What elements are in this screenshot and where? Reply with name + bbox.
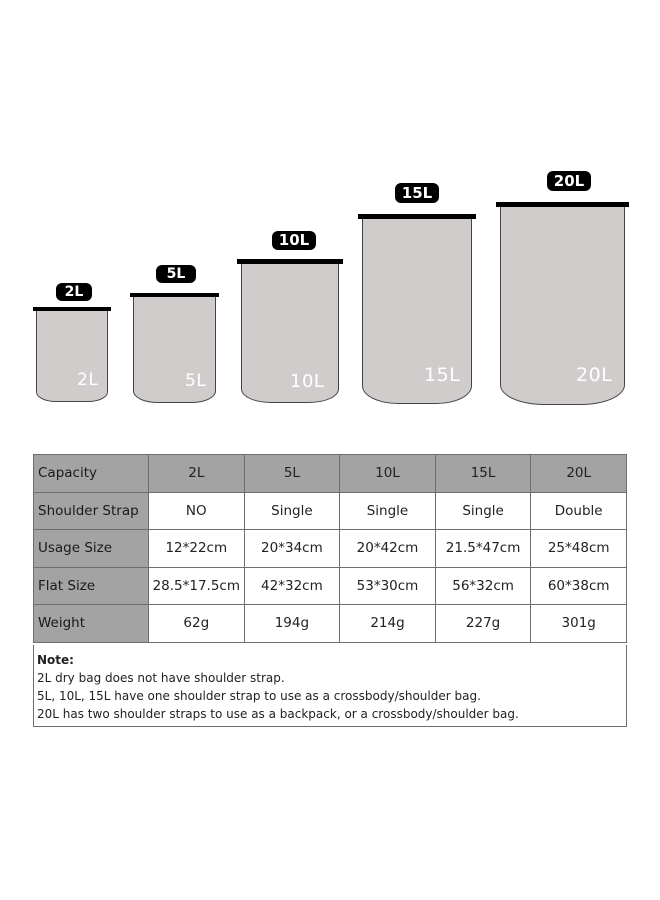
table-cell: 42*32cm bbox=[243, 566, 341, 605]
table-cell: 194g bbox=[243, 604, 341, 643]
bag-rim bbox=[33, 307, 111, 311]
note-box: Note: 2L dry bag does not have shoulder … bbox=[33, 645, 627, 727]
table-row: Flat Size 28.5*17.5cm 42*32cm 53*30cm 56… bbox=[33, 566, 627, 605]
table-cell: 62g bbox=[148, 604, 245, 643]
table-row: Shoulder Strap NO Single Single Single D… bbox=[33, 491, 627, 530]
header-20l: 20L bbox=[530, 454, 627, 493]
bag-body bbox=[36, 311, 108, 402]
table-cell: 25*48cm bbox=[530, 529, 627, 568]
header-2l: 2L bbox=[148, 454, 245, 493]
bag-volume-label: 2L bbox=[77, 370, 99, 390]
bag-rim bbox=[358, 214, 476, 219]
bag-body bbox=[362, 219, 472, 404]
row-label: Shoulder Strap bbox=[33, 491, 149, 530]
table-cell: 28.5*17.5cm bbox=[148, 566, 245, 605]
note-title: Note: bbox=[37, 653, 74, 667]
header-10l: 10L bbox=[339, 454, 436, 493]
bag-body bbox=[500, 207, 625, 405]
table-cell: Single bbox=[243, 491, 341, 530]
table-header-row: Capacity 2L 5L 10L 15L 20L bbox=[33, 454, 627, 493]
table-cell: 227g bbox=[434, 604, 532, 643]
table-cell: Single bbox=[339, 491, 436, 530]
bag-body bbox=[241, 264, 339, 403]
bag-rim bbox=[130, 293, 219, 297]
capacity-badge: 10L bbox=[272, 231, 316, 250]
table-cell: 60*38cm bbox=[530, 566, 627, 605]
row-label: Usage Size bbox=[33, 529, 149, 568]
header-15l: 15L bbox=[434, 454, 532, 493]
bag-rim bbox=[496, 202, 629, 207]
table-cell: 12*22cm bbox=[148, 529, 245, 568]
note-line: 20L has two shoulder straps to use as a … bbox=[37, 707, 519, 721]
table-cell: 214g bbox=[339, 604, 436, 643]
row-label: Flat Size bbox=[33, 566, 149, 605]
bag-rim bbox=[237, 259, 343, 264]
bag-body bbox=[133, 297, 216, 403]
table-cell: 56*32cm bbox=[434, 566, 532, 605]
table-cell: 21.5*47cm bbox=[434, 529, 532, 568]
capacity-badge: 15L bbox=[395, 183, 439, 203]
table-cell: NO bbox=[148, 491, 245, 530]
header-capacity: Capacity bbox=[33, 454, 149, 493]
bag-volume-label: 5L bbox=[185, 371, 207, 391]
table-cell: 53*30cm bbox=[339, 566, 436, 605]
bag-volume-label: 20L bbox=[576, 364, 613, 386]
table-row: Weight 62g 194g 214g 227g 301g bbox=[33, 604, 627, 643]
note-line: 2L dry bag does not have shoulder strap. bbox=[37, 671, 285, 685]
table-cell: Double bbox=[530, 491, 627, 530]
row-label: Weight bbox=[33, 604, 149, 643]
capacity-badge: 2L bbox=[56, 283, 92, 301]
bag-volume-label: 15L bbox=[424, 364, 461, 386]
table-cell: 20*42cm bbox=[339, 529, 436, 568]
header-5l: 5L bbox=[243, 454, 341, 493]
note-line: 5L, 10L, 15L have one shoulder strap to … bbox=[37, 689, 481, 703]
table-row: Usage Size 12*22cm 20*34cm 20*42cm 21.5*… bbox=[33, 529, 627, 568]
bag-volume-label: 10L bbox=[290, 371, 325, 392]
table-cell: 301g bbox=[530, 604, 627, 643]
capacity-badge: 5L bbox=[156, 265, 196, 283]
table-cell: 20*34cm bbox=[243, 529, 341, 568]
table-cell: Single bbox=[434, 491, 532, 530]
capacity-badge: 20L bbox=[547, 171, 591, 191]
spec-table: Capacity 2L 5L 10L 15L 20L Shoulder Stra… bbox=[33, 454, 627, 643]
